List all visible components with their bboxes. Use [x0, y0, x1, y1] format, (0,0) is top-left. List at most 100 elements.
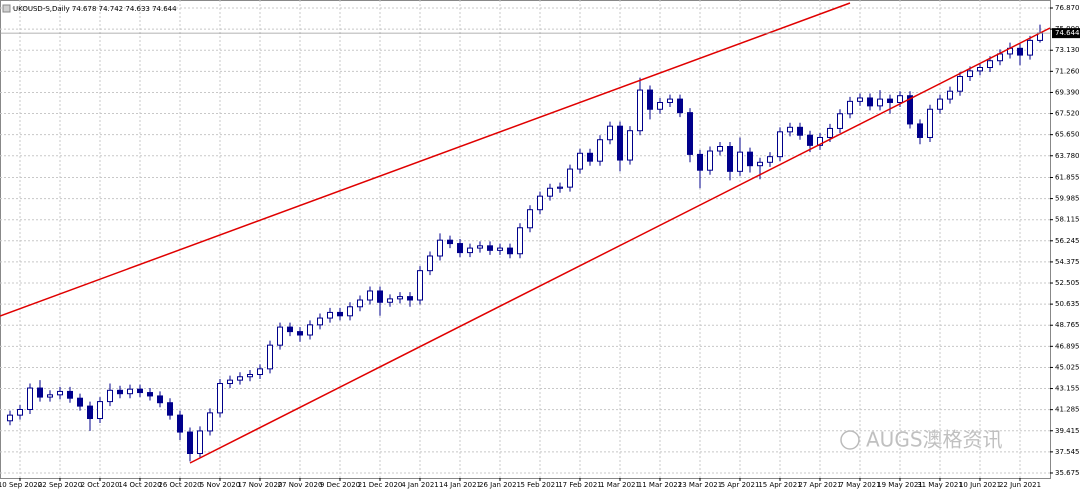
candle-body: [847, 100, 853, 115]
watermark: AUGS澳格资讯: [866, 428, 1003, 452]
candle-body: [97, 401, 103, 420]
y-tick-label: 48.765: [1055, 321, 1080, 329]
candle-body: [617, 125, 623, 161]
candle-body: [267, 344, 273, 370]
candle-body: [117, 389, 123, 395]
candle-body: [387, 298, 393, 303]
candle-body: [647, 89, 653, 110]
candle-body: [757, 161, 763, 167]
candle-body: [977, 66, 983, 72]
y-tick-label: 61.855: [1055, 173, 1080, 181]
candle-body: [47, 394, 53, 398]
x-tick-label: 7 May 2021: [839, 481, 880, 489]
candle-body: [147, 392, 153, 397]
symbol-icon: [2, 4, 11, 13]
candle-body: [827, 127, 833, 138]
x-tick-label: 23 Mar 2021: [678, 481, 722, 489]
y-tick-label: 50.635: [1055, 300, 1080, 308]
candle-body: [857, 97, 863, 102]
x-tick-label: 22 Sep 2020: [38, 481, 82, 489]
candle-body: [237, 376, 243, 381]
y-tick-label: 65.650: [1055, 131, 1080, 139]
candle-body: [37, 387, 43, 398]
candle-body: [407, 296, 413, 301]
candle-body: [877, 98, 883, 107]
candle-body: [217, 383, 223, 414]
candle-body: [937, 98, 943, 110]
candle-body: [517, 227, 523, 255]
candle-body: [337, 311, 343, 317]
candle-body: [247, 373, 253, 378]
candle-body: [87, 405, 93, 420]
candle-body: [137, 388, 143, 394]
candle-body: [57, 390, 63, 396]
plot-frame: [0, 0, 1051, 479]
candle-body: [437, 239, 443, 257]
x-tick-label: 17 Feb 2021: [558, 481, 602, 489]
y-tick-label: 58.115: [1055, 216, 1080, 224]
x-tick-label: 21 Dec 2020: [358, 481, 403, 489]
candle-body: [77, 397, 83, 407]
candle-body: [787, 126, 793, 133]
candle-body: [707, 150, 713, 171]
y-tick-label: 54.375: [1055, 258, 1080, 266]
candle-body: [107, 389, 113, 403]
x-tick-label: 2 Oct 2020: [81, 481, 120, 489]
y-tick-label: 73.130: [1055, 46, 1080, 54]
x-tick-label: 10 Jun 2021: [959, 481, 1001, 489]
x-tick-label: 14 Jan 2021: [439, 481, 481, 489]
y-tick-label: 67.520: [1055, 110, 1080, 118]
candle-body: [837, 113, 843, 129]
candle-body: [577, 152, 583, 170]
candle-body: [157, 395, 163, 404]
x-tick-label: 17 Nov 2020: [238, 481, 283, 489]
candle-body: [767, 156, 773, 163]
x-tick-label: 27 Apr 2021: [798, 481, 841, 489]
candle-body: [557, 186, 563, 189]
candle-body: [357, 299, 363, 308]
candle-body: [457, 243, 463, 254]
candle-body: [27, 387, 33, 410]
candle-body: [17, 408, 23, 416]
candle-body: [507, 247, 513, 255]
x-tick-label: 26 Oct 2020: [158, 481, 201, 489]
candle-body: [587, 152, 593, 162]
x-tick-label: 10 Sep 2020: [0, 481, 42, 489]
candle-body: [427, 255, 433, 272]
candle-body: [867, 97, 873, 107]
y-tick-label: 39.415: [1055, 427, 1080, 435]
candle-body: [67, 390, 73, 399]
y-tick-label: 41.285: [1055, 406, 1080, 414]
x-tick-label: 5 Feb 2021: [520, 481, 559, 489]
candle-body: [897, 95, 903, 103]
watermark-icon: [840, 430, 860, 450]
last-price-box: [1052, 28, 1080, 39]
chart-header: UKOUSD-S,Daily 74.678 74.742 74.633 74.6…: [13, 5, 177, 13]
x-tick-label: 1 Mar 2021: [600, 481, 640, 489]
y-tick-label: 56.245: [1055, 237, 1080, 245]
candle-body: [447, 239, 453, 245]
candle-body: [127, 388, 133, 395]
candle-body: [567, 168, 573, 188]
candle-body: [627, 130, 633, 161]
candle-body: [417, 270, 423, 301]
candle-body: [987, 60, 993, 68]
y-tick-label: 59.985: [1055, 195, 1080, 203]
candle-body: [197, 430, 203, 455]
candle-body: [797, 126, 803, 136]
grid: [0, 0, 1050, 478]
candle-body: [547, 187, 553, 197]
last-price-label: 74.644: [1055, 29, 1080, 37]
candle-body: [777, 131, 783, 158]
candle-body: [327, 311, 333, 319]
candle-body: [317, 317, 323, 326]
candle-body: [687, 112, 693, 155]
candle-body: [527, 209, 533, 229]
candle-body: [227, 379, 233, 385]
candle-body: [817, 136, 823, 146]
candle-body: [377, 290, 383, 303]
y-tick-label: 45.025: [1055, 363, 1080, 371]
candle-body: [967, 70, 973, 78]
